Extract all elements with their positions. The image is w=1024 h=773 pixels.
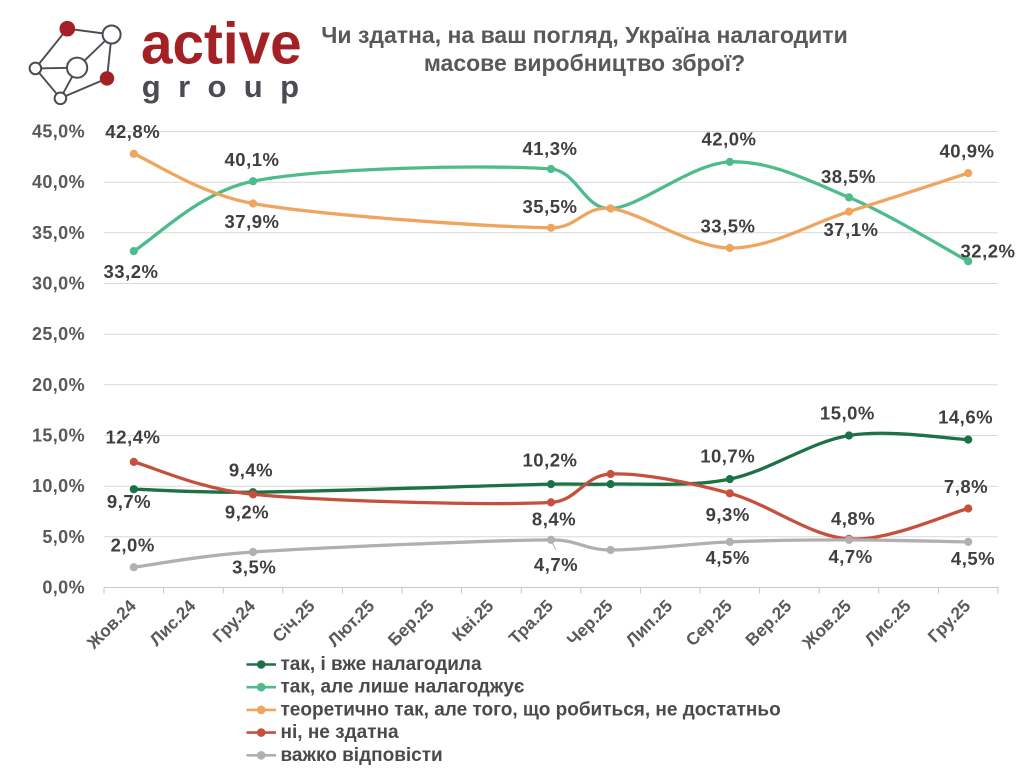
svg-text:10,2%: 10,2% xyxy=(523,450,578,471)
svg-text:7,8%: 7,8% xyxy=(944,476,988,497)
svg-text:Чи здатна, на ваш погляд, Укра: Чи здатна, на ваш погляд, Україна налаго… xyxy=(321,22,847,48)
svg-text:10,7%: 10,7% xyxy=(700,445,755,466)
svg-text:42,8%: 42,8% xyxy=(105,121,160,142)
svg-text:33,5%: 33,5% xyxy=(701,216,756,237)
svg-text:40,9%: 40,9% xyxy=(940,140,995,161)
svg-text:30,0%: 30,0% xyxy=(32,274,85,294)
svg-text:42,0%: 42,0% xyxy=(702,128,757,149)
svg-text:9,2%: 9,2% xyxy=(225,501,269,522)
svg-text:37,9%: 37,9% xyxy=(225,211,280,232)
svg-text:4,5%: 4,5% xyxy=(706,547,750,568)
svg-text:10,0%: 10,0% xyxy=(32,476,85,496)
svg-text:41,3%: 41,3% xyxy=(523,138,578,159)
svg-text:35,5%: 35,5% xyxy=(523,196,578,217)
svg-text:9,7%: 9,7% xyxy=(107,491,151,512)
svg-text:2,0%: 2,0% xyxy=(111,535,155,556)
svg-text:4,8%: 4,8% xyxy=(831,508,875,529)
svg-text:0,0%: 0,0% xyxy=(42,578,85,598)
svg-text:теоретично так, але того, що р: теоретично так, але того, що робиться, н… xyxy=(281,699,781,720)
svg-text:4,5%: 4,5% xyxy=(951,548,995,569)
svg-text:25,0%: 25,0% xyxy=(32,324,85,344)
svg-text:15,0%: 15,0% xyxy=(820,403,875,424)
svg-text:12,4%: 12,4% xyxy=(106,426,161,447)
svg-text:active: active xyxy=(141,12,302,77)
svg-text:8,4%: 8,4% xyxy=(532,509,576,530)
svg-text:4,7%: 4,7% xyxy=(534,554,578,575)
svg-text:37,1%: 37,1% xyxy=(824,219,879,240)
svg-text:45,0%: 45,0% xyxy=(32,122,85,142)
svg-text:3,5%: 3,5% xyxy=(232,557,276,578)
svg-text:так, і вже налагодила: так, і вже налагодила xyxy=(281,654,483,675)
svg-text:20,0%: 20,0% xyxy=(32,375,85,395)
svg-text:33,2%: 33,2% xyxy=(104,261,159,282)
svg-text:38,5%: 38,5% xyxy=(821,166,876,187)
svg-text:9,3%: 9,3% xyxy=(706,504,750,525)
svg-text:group: group xyxy=(142,69,317,104)
svg-text:так, але лише налагоджує: так, але лише налагоджує xyxy=(281,677,525,698)
svg-text:14,6%: 14,6% xyxy=(938,407,993,428)
svg-text:4,7%: 4,7% xyxy=(829,546,873,567)
svg-text:ні, не здатна: ні, не здатна xyxy=(281,722,399,743)
svg-text:32,2%: 32,2% xyxy=(961,240,1016,261)
svg-text:15,0%: 15,0% xyxy=(32,426,85,446)
svg-text:5,0%: 5,0% xyxy=(42,527,85,547)
svg-text:9,4%: 9,4% xyxy=(229,459,273,480)
svg-text:40,1%: 40,1% xyxy=(225,149,280,170)
svg-text:40,0%: 40,0% xyxy=(32,172,85,192)
svg-text:важко відповісти: важко відповісти xyxy=(281,745,443,766)
svg-text:35,0%: 35,0% xyxy=(32,223,85,243)
svg-text:масове виробництво зброї?: масове виробництво зброї? xyxy=(424,50,745,76)
